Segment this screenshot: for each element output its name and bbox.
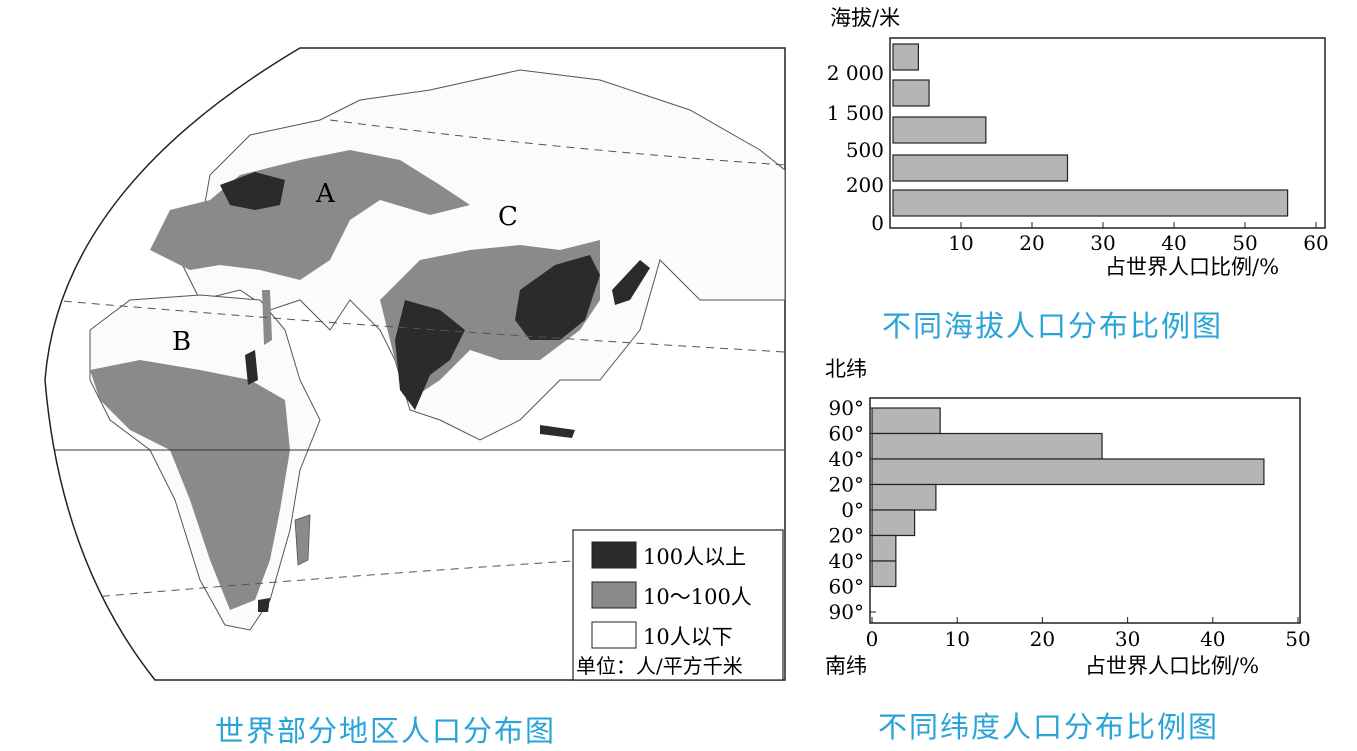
density-high-southafrica <box>258 598 270 612</box>
legend-label-medium: 10～100人 <box>643 585 752 609</box>
altitude-bar <box>892 79 930 107</box>
altitude-xtick-label: 40 <box>1161 231 1186 255</box>
population-map: A B C 100人以上 10～100人 10人以下 单位：人/平方千米 <box>44 47 786 681</box>
latitude-xtick-label: 50 <box>1285 627 1310 651</box>
latitude-bar <box>871 407 941 435</box>
madagascar <box>294 514 311 566</box>
tropic-of-cancer-line <box>49 299 785 353</box>
altitude-bar <box>892 189 1289 217</box>
latitude-ytick-label: 40° <box>829 549 864 573</box>
latitude-chart: 北纬 90°60°40°20°0°20°40°60°90° 0 10 20 30 40 5… <box>825 357 1311 678</box>
altitude-ytick-label: 200 <box>846 173 884 197</box>
density-high-china <box>515 255 600 340</box>
altitude-ytick-label: 500 <box>846 138 884 162</box>
altitude-xlabel: 占世界人口比例/% <box>1105 255 1279 279</box>
region-label-c: C <box>498 202 518 232</box>
latitude-chart-caption: 不同纬度人口分布比例图 <box>878 710 1220 744</box>
latitude-bar <box>871 534 897 562</box>
altitude-ylabel: 海拔/米 <box>830 6 900 30</box>
latitude-bar <box>871 560 897 588</box>
density-high-japan <box>612 260 650 305</box>
density-high-india <box>395 300 465 410</box>
altitude-ytick-label: 1 500 <box>827 101 884 125</box>
latitude-bar <box>871 432 1103 460</box>
altitude-xtick-label: 60 <box>1303 231 1328 255</box>
latitude-ytick-label: 60° <box>829 575 864 599</box>
legend-label-high: 100人以上 <box>643 545 746 569</box>
legend-unit: 单位：人/平方千米 <box>576 654 743 678</box>
altitude-bar <box>892 43 919 71</box>
latitude-ytick-label: 60° <box>829 422 864 446</box>
legend-label-low: 10人以下 <box>643 625 733 649</box>
map-legend: 100人以上 10～100人 10人以下 单位：人/平方千米 <box>572 529 784 681</box>
latitude-ytick-label: 90° <box>829 600 864 624</box>
latitude-xtick-label: 30 <box>1115 627 1140 651</box>
latitude-xtick-label: 10 <box>944 627 969 651</box>
latitude-ytick-label: 90° <box>829 396 864 420</box>
map-caption: 世界部分地区人口分布图 <box>215 714 557 748</box>
altitude-ytick-label: 2 000 <box>827 61 884 85</box>
legend-swatch-medium <box>591 581 637 609</box>
latitude-xtick-label: 20 <box>1030 627 1055 651</box>
density-high-java <box>540 425 575 438</box>
latitude-bar <box>871 458 1265 486</box>
latitude-xtick-label: 40 <box>1200 627 1225 651</box>
altitude-bar <box>892 154 1069 182</box>
altitude-xtick-label: 50 <box>1232 231 1257 255</box>
arctic-circle-line <box>329 119 785 166</box>
latitude-xtick-label: 0 <box>866 627 879 651</box>
altitude-plot-frame <box>889 37 1326 229</box>
legend-swatch-low <box>591 621 637 649</box>
region-label-a: A <box>315 179 336 209</box>
latitude-bar <box>871 483 937 511</box>
altitude-bar <box>892 116 987 144</box>
latitude-bar <box>871 509 916 537</box>
density-medium-africa <box>90 360 290 610</box>
altitude-xtick-label: 30 <box>1090 231 1115 255</box>
latitude-south-label: 南纬 <box>825 654 867 678</box>
altitude-xtick-label: 20 <box>1019 231 1044 255</box>
altitude-chart: 海拔/米 0 200 500 1 500 2 000 10 20 30 40 50 60 占世界人… <box>827 6 1329 279</box>
latitude-ytick-label: 40° <box>829 447 864 471</box>
latitude-north-label: 北纬 <box>825 357 867 381</box>
latitude-xlabel: 占世界人口比例/% <box>1085 654 1259 678</box>
latitude-ytick-label: 0° <box>841 498 864 522</box>
legend-swatch-high <box>591 541 637 569</box>
altitude-chart-caption: 不同海拔人口分布比例图 <box>882 309 1224 343</box>
map-landmass <box>45 69 785 631</box>
region-label-b: B <box>172 327 191 357</box>
density-high-europe <box>220 172 285 210</box>
altitude-ytick-label: 0 <box>871 211 884 235</box>
latitude-ytick-label: 20° <box>829 473 864 497</box>
density-medium-europe-asia <box>150 150 470 280</box>
latitude-ytick-label: 20° <box>829 524 864 548</box>
density-high-westafrica <box>245 350 258 385</box>
altitude-xtick-label: 10 <box>948 231 973 255</box>
